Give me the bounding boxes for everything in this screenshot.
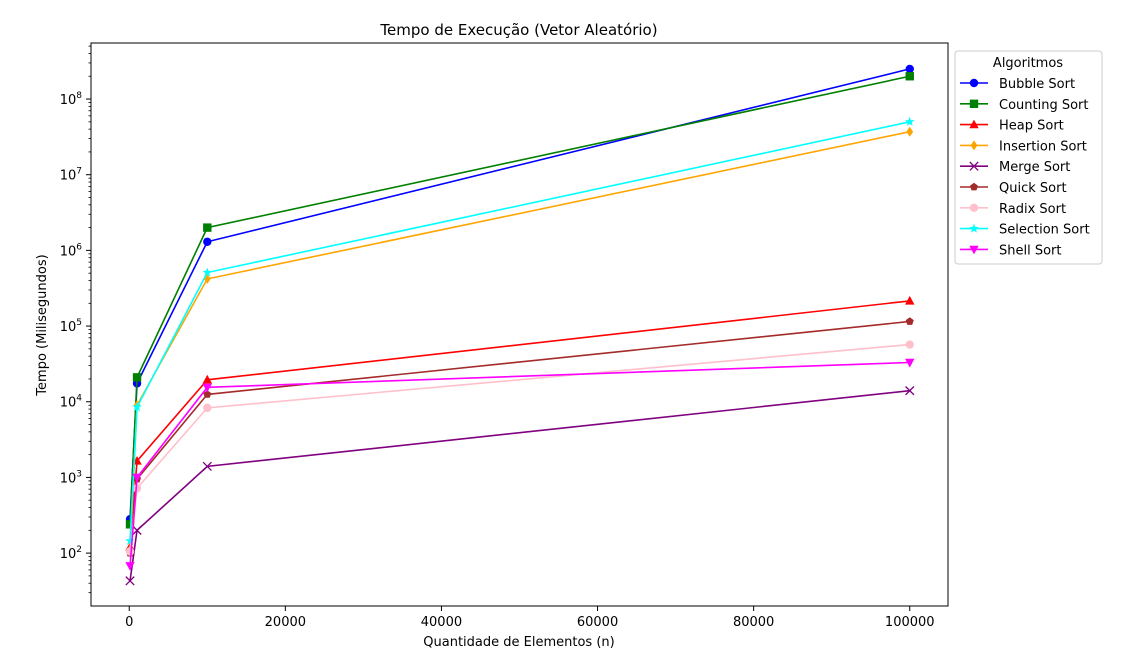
data-point-shell-sort bbox=[132, 473, 142, 483]
y-axis: 102 103 104 105 106 107 108 bbox=[60, 45, 91, 594]
y-tick-label: 104 bbox=[60, 394, 83, 411]
series-line-heap-sort bbox=[129, 300, 910, 548]
legend-label: Shell Sort bbox=[999, 243, 1062, 258]
data-point-selection-sort bbox=[132, 402, 142, 412]
x-tick-label: 100000 bbox=[885, 615, 935, 630]
y-tick-label: 106 bbox=[60, 242, 83, 259]
legend-marker-counting-sort bbox=[969, 99, 979, 108]
legend-label: Merge Sort bbox=[999, 160, 1070, 175]
legend-label: Quick Sort bbox=[999, 181, 1067, 196]
data-point-selection-sort bbox=[202, 267, 213, 277]
x-tick-label: 80000 bbox=[733, 615, 774, 630]
data-point-heap-sort bbox=[202, 374, 212, 384]
data-point-bubble-sort bbox=[905, 64, 914, 74]
legend-label: Bubble Sort bbox=[999, 77, 1075, 92]
legend-marker-insertion-sort bbox=[970, 140, 978, 151]
data-point-merge-sort bbox=[125, 576, 135, 586]
legend-item-shell-sort: Shell Sort bbox=[960, 243, 1062, 258]
legend-label: Radix Sort bbox=[999, 202, 1066, 217]
series-layer bbox=[125, 64, 915, 586]
x-tick-label: 20000 bbox=[265, 615, 306, 630]
data-point-merge-sort bbox=[202, 461, 212, 472]
data-point-counting-sort bbox=[125, 520, 135, 529]
series-line-shell-sort bbox=[129, 361, 910, 566]
y-tick-label: 105 bbox=[60, 318, 82, 335]
data-point-counting-sort bbox=[203, 223, 212, 232]
y-axis-label: Tempo (Milisegundos) bbox=[35, 254, 50, 396]
data-point-quick-sort bbox=[203, 390, 212, 398]
x-tick-label: 60000 bbox=[577, 615, 618, 630]
y-tick-label: 107 bbox=[60, 167, 82, 184]
data-point-quick-sort bbox=[905, 317, 914, 325]
series-line-counting-sort bbox=[129, 75, 910, 525]
data-point-radix-sort bbox=[905, 340, 914, 349]
x-axis: 0 20000 40000 60000 80000 100000 bbox=[125, 606, 935, 630]
legend-marker-heap-sort bbox=[969, 119, 979, 129]
legend-marker-selection-sort bbox=[969, 223, 979, 233]
x-tick-label: 40000 bbox=[421, 615, 462, 630]
data-point-merge-sort bbox=[132, 525, 142, 535]
x-axis-label: Quantidade de Elementos (n) bbox=[423, 635, 614, 650]
data-point-bubble-sort bbox=[203, 237, 212, 246]
data-point-radix-sort bbox=[203, 403, 212, 413]
legend-item-radix-sort: Radix Sort bbox=[960, 202, 1066, 217]
series-shell-sort bbox=[125, 358, 915, 571]
legend-item-quick-sort: Quick Sort bbox=[960, 181, 1067, 196]
legend-item-bubble-sort: Bubble Sort bbox=[960, 77, 1075, 92]
legend-label: Selection Sort bbox=[999, 223, 1090, 238]
data-point-shell-sort bbox=[905, 358, 915, 368]
series-merge-sort bbox=[125, 386, 915, 586]
y-tick-label: 102 bbox=[60, 545, 82, 562]
legend-items: Bubble Sort Counting Sort Heap Sort Inserti… bbox=[960, 77, 1090, 258]
data-point-counting-sort bbox=[905, 72, 914, 81]
legend-label: Counting Sort bbox=[999, 98, 1089, 113]
legend: Algoritmos Bubble Sort Counting Sort Heap … bbox=[954, 50, 1103, 265]
data-point-merge-sort bbox=[905, 386, 915, 396]
legend-marker-bubble-sort bbox=[969, 78, 979, 88]
legend-box bbox=[954, 50, 1103, 265]
legend-title: Algoritmos bbox=[993, 56, 1063, 71]
legend-label: Insertion Sort bbox=[999, 139, 1087, 154]
data-point-shell-sort bbox=[202, 383, 212, 393]
plot-area bbox=[90, 42, 949, 607]
data-point-radix-sort bbox=[132, 484, 142, 493]
chart-title: Tempo de Execução (Vetor Aleatório) bbox=[379, 21, 657, 39]
data-point-shell-sort bbox=[125, 562, 135, 571]
legend-item-merge-sort: Merge Sort bbox=[960, 160, 1070, 175]
series-counting-sort bbox=[125, 72, 914, 529]
legend-item-counting-sort: Counting Sort bbox=[960, 98, 1089, 113]
legend-item-selection-sort: Selection Sort bbox=[960, 223, 1090, 238]
legend-label: Heap Sort bbox=[999, 119, 1064, 134]
y-tick-label: 103 bbox=[60, 469, 82, 486]
data-point-insertion-sort bbox=[906, 126, 914, 137]
series-line-merge-sort bbox=[129, 389, 910, 581]
legend-item-heap-sort: Heap Sort bbox=[960, 119, 1064, 134]
data-point-heap-sort bbox=[905, 295, 915, 305]
legend-marker-quick-sort bbox=[970, 182, 978, 191]
legend-marker-shell-sort bbox=[969, 245, 979, 255]
x-tick-label: 0 bbox=[125, 615, 133, 630]
legend-item-insertion-sort: Insertion Sort bbox=[960, 139, 1087, 154]
data-point-selection-sort bbox=[905, 116, 915, 126]
data-point-selection-sort bbox=[125, 535, 135, 545]
legend-marker-merge-sort bbox=[969, 161, 979, 171]
legend-marker-radix-sort bbox=[969, 203, 979, 212]
data-point-counting-sort bbox=[132, 373, 142, 382]
data-point-radix-sort bbox=[125, 547, 135, 556]
y-tick-label: 108 bbox=[60, 91, 83, 108]
